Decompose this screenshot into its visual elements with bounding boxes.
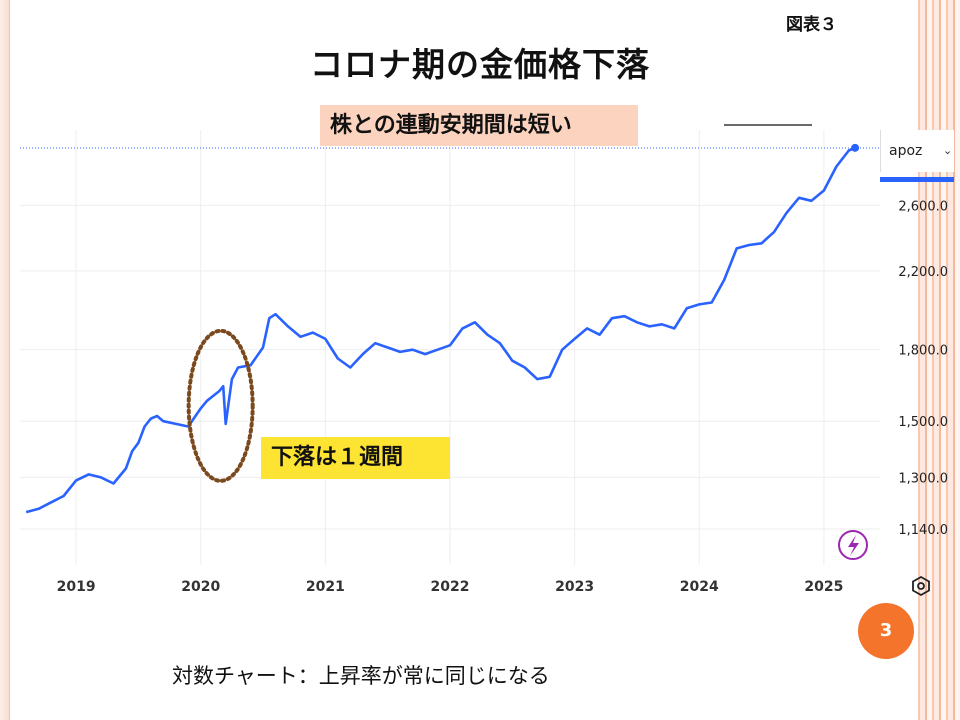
xtick-label: 2021: [306, 579, 345, 595]
ytick-label: 1,300.0: [898, 471, 948, 486]
xtick-label: 2019: [57, 579, 96, 595]
ytick-label: 2,200.0: [898, 265, 948, 280]
ytick-label: 1,500.0: [898, 415, 948, 430]
xtick-label: 2025: [804, 579, 843, 595]
callout-short-period: 株との連動安期間は短い: [320, 105, 638, 146]
ytick-label: 2,600.0: [898, 199, 948, 214]
slide-title: コロナ期の金価格下落: [310, 45, 650, 84]
xtick-label: 2024: [680, 579, 719, 595]
xtick-label: 2020: [181, 579, 220, 595]
chart-caption: 対数チャート：上昇率が常に同じになる: [172, 664, 550, 688]
lightning-icon[interactable]: [838, 530, 868, 560]
covid-drop-ellipse: [186, 328, 255, 483]
left-border-decoration: [0, 0, 10, 720]
symbol-dropdown-label: apoz: [889, 143, 923, 159]
right-border-decoration: [918, 0, 960, 720]
symbol-dropdown[interactable]: apoz ⌄: [880, 130, 954, 172]
active-tab-indicator: [880, 177, 954, 182]
ytick-label: 1,800.0: [898, 344, 948, 359]
xtick-label: 2023: [555, 579, 594, 595]
ytick-label: 1,140.0: [898, 523, 948, 538]
xtick-label: 2022: [431, 579, 470, 595]
settings-hex-icon[interactable]: [912, 575, 930, 597]
figure-label: 図表３: [786, 15, 837, 35]
callout-one-week-drop: 下落は１週間: [261, 437, 450, 479]
grid-layer: [20, 130, 880, 565]
last-price-dot: [851, 143, 860, 152]
page-number-badge: 3: [858, 603, 914, 659]
price-series-line: [25, 146, 856, 514]
chevron-down-icon: ⌄: [943, 144, 953, 157]
